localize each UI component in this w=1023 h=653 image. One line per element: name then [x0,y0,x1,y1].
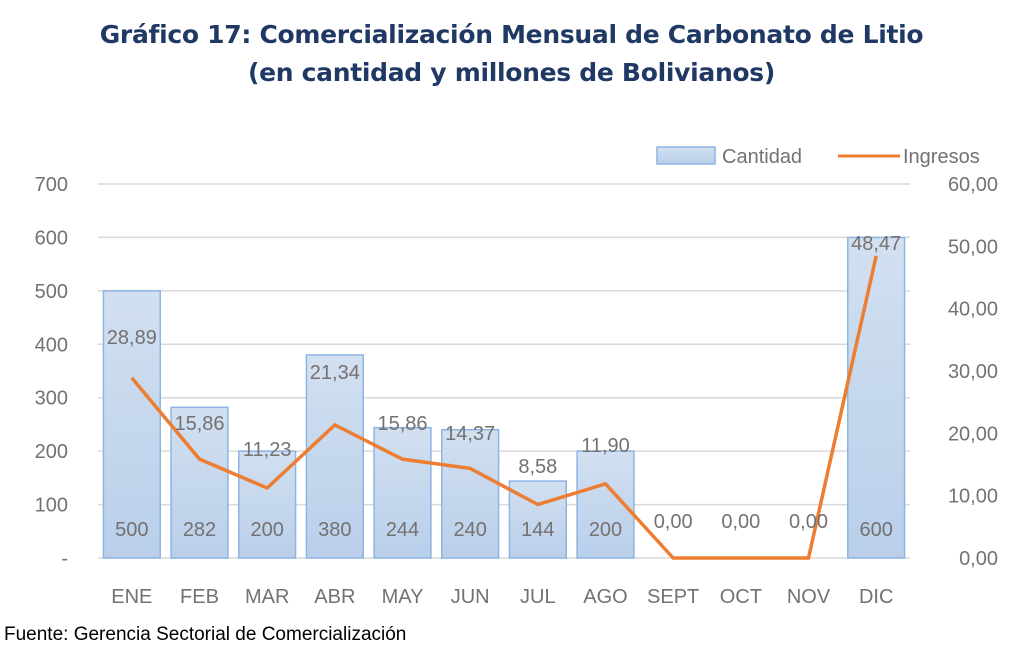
y-left-tick-label: 500 [35,281,68,303]
source-note: Fuente: Gerencia Sectorial de Comerciali… [4,624,406,646]
bar-cantidad [846,236,906,559]
bar-cantidad [170,406,229,559]
y-left-tick-label: 400 [35,334,68,356]
chart-title: Gráfico 17: Comercialización Mensual de … [99,20,924,49]
source-label: Fuente: [4,624,69,645]
line-data-label: 21,34 [310,362,360,384]
y-left-tick-label: 700 [35,174,68,196]
line-data-label: 0,00 [789,511,828,533]
line-data-label: 48,47 [851,233,901,255]
line-data-label: 15,86 [174,413,224,435]
legend: Cantidad Ingresos [656,146,980,168]
line-data-label: 0,00 [654,511,693,533]
bar-cantidad [440,429,500,559]
bar-data-label: 282 [183,519,216,541]
line-data-label: 11,23 [243,439,292,461]
line-data-label: 11,90 [581,435,630,457]
bar-data-label: 500 [115,519,148,541]
y-left-tick-label: 200 [35,441,68,463]
bar-data-label: 200 [250,519,283,541]
line-data-label: 14,37 [445,423,495,445]
bar-data-label: 240 [453,519,486,541]
bar-data-label: 144 [521,519,554,541]
x-tick-label: NOV [787,586,831,608]
y-left-tick-label: - [61,548,68,570]
x-tick-label: MAR [245,586,289,608]
x-tick-label: OCT [720,586,762,608]
legend-swatch-cantidad [656,146,716,165]
x-tick-label: FEB [180,586,219,608]
legend-label-cantidad: Cantidad [722,146,802,168]
y-left-tick-label: 300 [35,388,68,410]
x-tick-label: JUN [451,586,490,608]
y-right-tick-label: 10,00 [948,486,998,508]
y-left-tick-label: 100 [35,495,68,517]
line-data-label: 0,00 [721,511,760,533]
y-left-tick-label: 600 [35,227,68,249]
line-data-label: 28,89 [107,327,157,349]
y-right-tick-label: 60,00 [948,174,998,196]
x-tick-label: MAY [382,586,424,608]
bar-data-label: 380 [318,519,351,541]
line-data-label: 8,58 [518,456,557,478]
x-tick-label: JUL [520,586,556,608]
x-tick-label: ABR [314,586,355,608]
bar-data-label: 200 [589,519,622,541]
line-ingresos [130,255,878,560]
x-tick-label: SEPT [647,586,699,608]
x-tick-label: DIC [859,586,893,608]
chart-subtitle: (en cantidad y millones de Bolivianos) [247,58,776,87]
legend-label-ingresos: Ingresos [903,146,980,168]
bar-data-label: 244 [386,519,419,541]
x-tick-label: ENE [111,586,152,608]
source-text: Gerencia Sectorial de Comercialización [68,624,407,645]
bar-cantidad [305,354,365,559]
y-right-tick-label: 0,00 [959,548,998,570]
y-right-tick-label: 30,00 [948,361,998,383]
bar-data-label: 600 [859,519,892,541]
y-right-tick-label: 20,00 [948,423,998,445]
y-right-tick-label: 50,00 [948,236,998,258]
bar-cantidad [102,290,162,559]
y-right-tick-label: 40,00 [948,299,998,321]
x-tick-label: AGO [583,586,627,608]
line-data-label: 15,86 [377,413,427,435]
